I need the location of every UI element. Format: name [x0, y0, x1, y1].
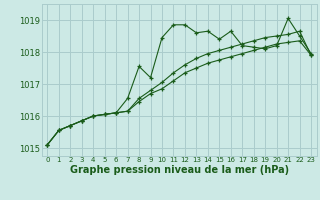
X-axis label: Graphe pression niveau de la mer (hPa): Graphe pression niveau de la mer (hPa) [70, 165, 289, 175]
